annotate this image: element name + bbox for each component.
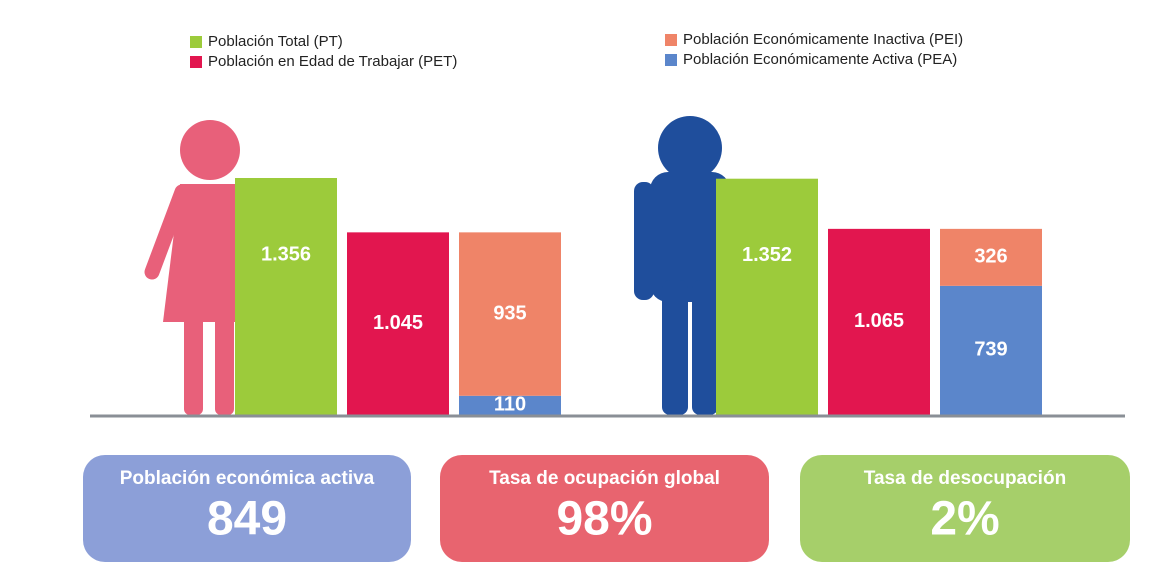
kpi-box	[800, 455, 1130, 562]
bar	[828, 228, 930, 415]
value-label: 1.065	[854, 310, 904, 332]
kpi-label: Tasa de ocupación global	[489, 468, 720, 489]
value-label: 1.045	[373, 312, 423, 334]
female-icon	[144, 120, 257, 415]
bar-segment	[940, 285, 1042, 415]
value-label: 739	[974, 339, 1007, 361]
legend-label: Población en Edad de Trabajar (PET)	[208, 53, 457, 70]
bar-segment	[459, 395, 561, 415]
legend-swatch	[665, 34, 677, 46]
bar	[347, 232, 449, 415]
bar	[235, 178, 337, 415]
kpi-box	[440, 455, 769, 562]
value-label: 1.352	[742, 244, 792, 266]
bar	[716, 178, 818, 415]
value-label: 326	[974, 246, 1007, 268]
bar-segment	[459, 232, 561, 396]
kpi-value: 849	[207, 493, 287, 546]
legend-swatch	[190, 36, 202, 48]
legend-label: Población Económicamente Inactiva (PEI)	[683, 31, 963, 48]
kpi-value: 2%	[930, 493, 999, 546]
value-label: 935	[493, 302, 526, 324]
kpi-value: 98%	[556, 493, 652, 546]
male-icon	[634, 116, 730, 415]
legend-swatch	[190, 56, 202, 68]
bar-segment	[940, 228, 1042, 286]
kpi-label: Población económica activa	[120, 468, 375, 489]
legend-label: Población Total (PT)	[208, 33, 343, 50]
kpi-label: Tasa de desocupación	[864, 468, 1066, 489]
value-label: 1.356	[261, 243, 311, 265]
legend-swatch	[665, 54, 677, 66]
kpi-box	[83, 455, 411, 562]
legend-label: Población Económicamente Activa (PEA)	[683, 51, 957, 68]
value-label: 110	[494, 394, 526, 416]
